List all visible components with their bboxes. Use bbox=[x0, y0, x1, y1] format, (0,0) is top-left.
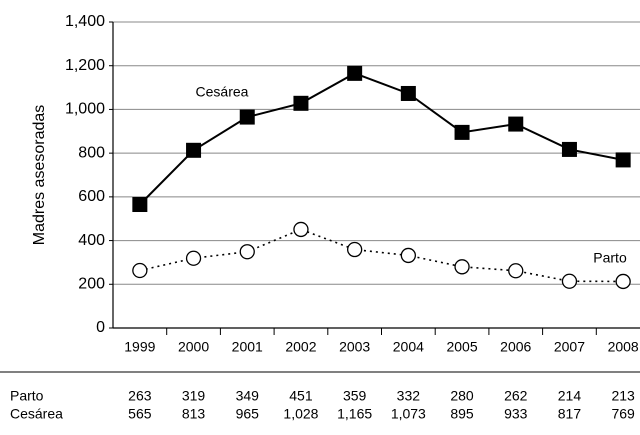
data-point bbox=[615, 152, 631, 168]
table-cell: 451 bbox=[289, 388, 313, 404]
data-point bbox=[239, 244, 255, 260]
data-point bbox=[347, 65, 363, 81]
y-tick-label: 800 bbox=[78, 144, 105, 161]
table-cell: 933 bbox=[504, 406, 528, 422]
table-cell: 817 bbox=[558, 406, 582, 422]
x-tick-label: 2007 bbox=[554, 339, 585, 355]
x-tick-label: 2004 bbox=[393, 339, 424, 355]
table-cell: 332 bbox=[397, 388, 421, 404]
data-point bbox=[293, 221, 309, 238]
y-tick-label: 600 bbox=[78, 188, 105, 205]
data-point bbox=[508, 116, 524, 132]
y-tick-label: 1,400 bbox=[65, 13, 105, 30]
table-cell: 349 bbox=[236, 388, 260, 404]
table-cell: 213 bbox=[611, 388, 635, 404]
series-annotation: Parto bbox=[593, 250, 627, 266]
table-cell: 565 bbox=[128, 406, 152, 422]
data-point bbox=[293, 95, 309, 111]
table-cell: 214 bbox=[558, 388, 582, 404]
y-tick-label: 200 bbox=[78, 276, 105, 293]
table-cell: 319 bbox=[182, 388, 206, 404]
x-tick-label: 2001 bbox=[232, 339, 263, 355]
x-tick-label: 2006 bbox=[500, 339, 531, 355]
data-point bbox=[346, 241, 363, 258]
series-line bbox=[139, 72, 624, 206]
data-point bbox=[400, 85, 416, 101]
table-cell: 1,165 bbox=[337, 406, 372, 422]
data-point bbox=[561, 141, 577, 157]
x-tick-label: 1999 bbox=[124, 339, 155, 355]
x-tick-label: 2003 bbox=[339, 339, 370, 355]
y-tick-label: 400 bbox=[78, 232, 105, 249]
y-tick-label: 1,200 bbox=[65, 57, 105, 74]
series-annotation: Cesárea bbox=[196, 84, 249, 100]
y-tick-label: 1,000 bbox=[65, 101, 105, 118]
table-cell: 895 bbox=[450, 406, 474, 422]
data-point bbox=[561, 273, 578, 289]
data-point bbox=[239, 109, 255, 125]
series-line bbox=[139, 228, 624, 283]
table-cell: 280 bbox=[450, 388, 474, 404]
table-cell: 1,073 bbox=[391, 406, 426, 422]
x-tick-label: 2008 bbox=[608, 339, 639, 355]
x-tick-label: 2000 bbox=[178, 339, 209, 355]
table-cell: 769 bbox=[611, 406, 635, 422]
y-tick-label: 0 bbox=[96, 319, 105, 336]
data-point bbox=[508, 263, 524, 279]
table-cell: 1,028 bbox=[283, 406, 318, 422]
table-cell: 965 bbox=[236, 406, 260, 422]
table-cell: 262 bbox=[504, 388, 528, 404]
y-axis-label: Madres asesoradas bbox=[31, 105, 48, 246]
table-cell: 359 bbox=[343, 388, 367, 404]
data-point bbox=[615, 273, 631, 290]
data-point bbox=[132, 262, 148, 279]
table-cell: 263 bbox=[128, 388, 152, 404]
data-point bbox=[454, 124, 470, 140]
data-point bbox=[454, 259, 470, 275]
data-point bbox=[400, 247, 417, 264]
x-tick-label: 2005 bbox=[446, 339, 477, 355]
data-point bbox=[186, 142, 202, 158]
data-point bbox=[185, 250, 202, 266]
table-cell: 813 bbox=[182, 406, 206, 422]
x-tick-label: 2002 bbox=[285, 339, 316, 355]
data-point bbox=[132, 197, 148, 213]
table-row-label: Cesárea bbox=[10, 406, 63, 422]
table-row-label: Parto bbox=[10, 388, 44, 404]
